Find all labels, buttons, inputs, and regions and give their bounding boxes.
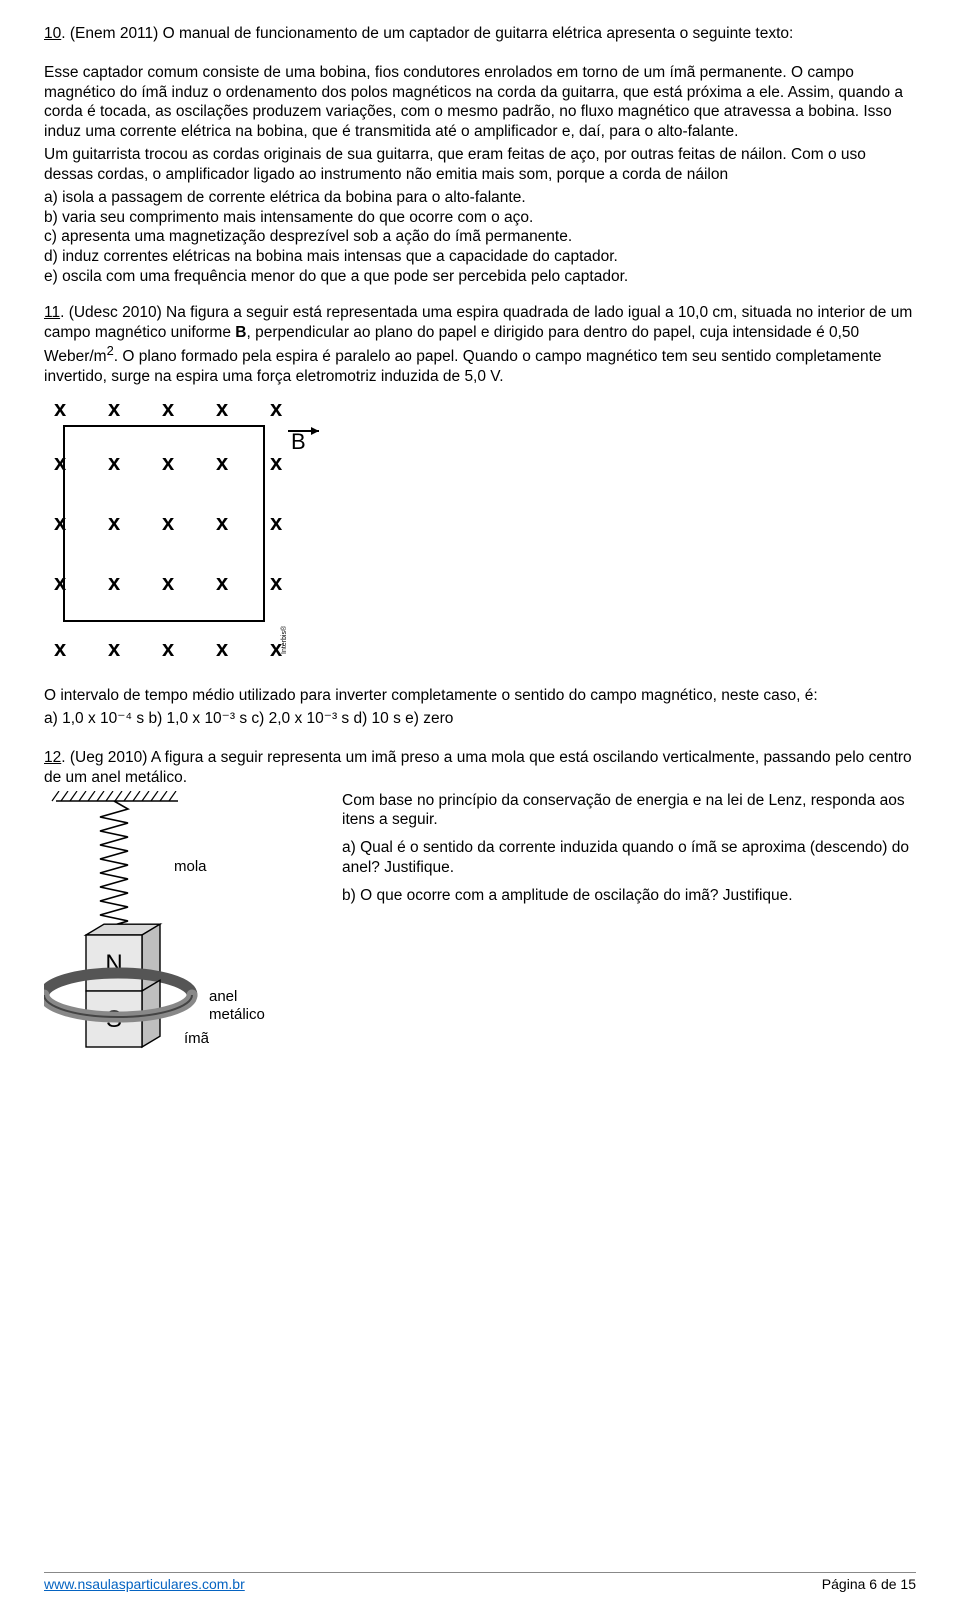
q10-opt-d: d) induz correntes elétricas na bobina m…	[44, 247, 916, 267]
svg-text:x: x	[108, 450, 121, 475]
q12-figure: NSmolaanelmetálicoímã	[44, 791, 324, 1137]
q12-right1: Com base no princípio da conservação de …	[342, 791, 916, 831]
svg-text:x: x	[54, 396, 67, 421]
svg-text:x: x	[108, 636, 121, 661]
q10-opt-b: b) varia seu comprimento mais intensamen…	[44, 208, 916, 228]
svg-text:x: x	[216, 510, 229, 535]
q10-intro: 10. (Enem 2011) O manual de funcionament…	[44, 24, 916, 44]
svg-text:x: x	[270, 510, 283, 535]
svg-text:x: x	[54, 450, 67, 475]
q10-opt-a: a) isola a passagem de corrente elétrica…	[44, 188, 916, 208]
svg-text:x: x	[162, 450, 175, 475]
q10-number: 10	[44, 25, 61, 42]
svg-text:ímã: ímã	[184, 1030, 210, 1047]
q10-body: Esse captador comum consiste de uma bobi…	[44, 63, 916, 142]
svg-text:anel: anel	[209, 988, 237, 1005]
q12-questions: Com base no princípio da conservação de …	[324, 791, 916, 914]
q12-text: 12. (Ueg 2010) A figura a seguir represe…	[44, 748, 916, 788]
svg-text:B: B	[291, 429, 306, 454]
footer-page: Página 6 de 15	[822, 1576, 916, 1594]
q12-right3: b) O que ocorre com a amplitude de oscil…	[342, 886, 916, 906]
svg-text:x: x	[216, 636, 229, 661]
svg-text:x: x	[162, 570, 175, 595]
svg-text:x: x	[216, 570, 229, 595]
q11-text: 11. (Udesc 2010) Na figura a seguir está…	[44, 303, 916, 386]
svg-text:metálico: metálico	[209, 1006, 265, 1023]
svg-text:x: x	[54, 570, 67, 595]
q11-number: 11	[44, 304, 60, 321]
q12-right2: a) Qual é o sentido da corrente induzida…	[342, 838, 916, 878]
svg-text:Interbis®: Interbis®	[280, 625, 288, 654]
q12-number: 12	[44, 749, 61, 766]
svg-text:x: x	[108, 396, 121, 421]
svg-text:x: x	[108, 570, 121, 595]
q10-opt-e: e) oscila com uma frequência menor do qu…	[44, 267, 916, 287]
svg-text:x: x	[216, 450, 229, 475]
svg-text:x: x	[108, 510, 121, 535]
svg-text:mola: mola	[174, 858, 207, 875]
q10-opt-c: c) apresenta uma magnetização desprezíve…	[44, 227, 916, 247]
page-footer: www.nsaulasparticulares.com.br Página 6 …	[44, 1572, 916, 1594]
svg-text:x: x	[270, 570, 283, 595]
svg-text:x: x	[270, 450, 283, 475]
svg-text:x: x	[162, 636, 175, 661]
svg-text:x: x	[54, 636, 67, 661]
q10-body2: Um guitarrista trocou as cordas originai…	[44, 145, 916, 185]
svg-text:x: x	[216, 396, 229, 421]
svg-text:x: x	[54, 510, 67, 535]
svg-text:x: x	[270, 396, 283, 421]
q11-figure: xxxxxxxxxxxxxxxxxxxxxxxxxBInterbis®	[44, 396, 916, 682]
svg-text:x: x	[162, 396, 175, 421]
q10-source: . (Enem 2011) O manual de funcionamento …	[61, 25, 793, 42]
q11-options: a) 1,0 x 10⁻⁴ s b) 1,0 x 10⁻³ s c) 2,0 x…	[44, 709, 916, 729]
svg-text:x: x	[162, 510, 175, 535]
footer-url[interactable]: www.nsaulasparticulares.com.br	[44, 1576, 245, 1594]
q11-after: O intervalo de tempo médio utilizado par…	[44, 686, 916, 706]
